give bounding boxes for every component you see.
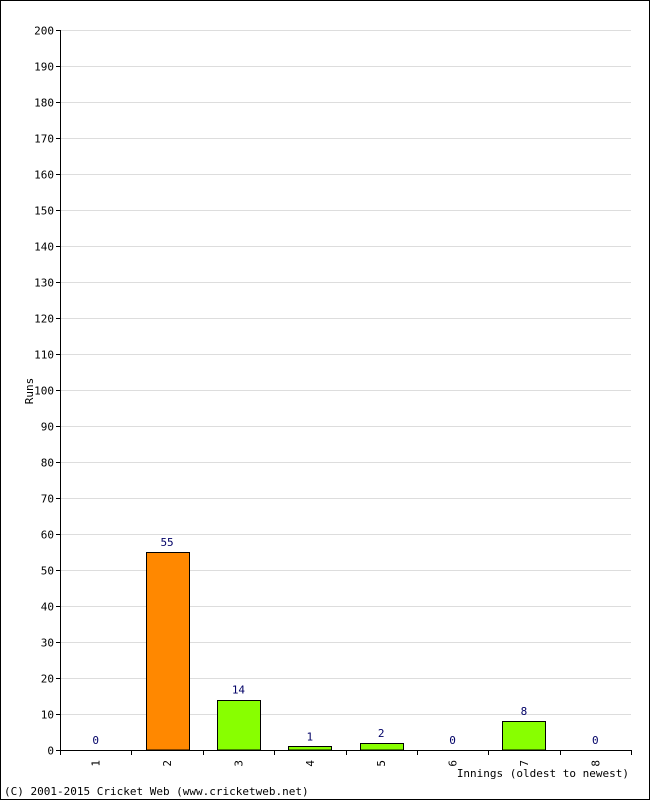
x-tick-label: 7 xyxy=(518,760,531,767)
y-tick-label: 150 xyxy=(34,205,54,218)
data-label-5: 2 xyxy=(378,727,385,740)
y-tick-label: 70 xyxy=(41,493,54,506)
y-tick-label: 40 xyxy=(41,601,54,614)
y-tick-label: 0 xyxy=(47,745,54,758)
bars xyxy=(146,552,546,751)
y-tick-label: 160 xyxy=(34,169,54,182)
y-tick-label: 190 xyxy=(34,61,54,74)
bar-2 xyxy=(146,552,190,751)
y-tick-label: 200 xyxy=(34,25,54,38)
data-label-6: 0 xyxy=(449,734,456,747)
data-label-1: 0 xyxy=(92,734,99,747)
x-tick-label: 2 xyxy=(161,760,174,767)
data-label-8: 0 xyxy=(592,734,599,747)
y-tick-label: 100 xyxy=(34,385,54,398)
x-axis-label: Innings (oldest to newest) xyxy=(457,767,629,780)
y-tick-label: 50 xyxy=(41,565,54,578)
y-tick-label: 180 xyxy=(34,97,54,110)
data-labels: 0 55 14 1 2 0 8 0 xyxy=(92,536,598,747)
bar-5 xyxy=(360,743,404,751)
x-tick-label: 4 xyxy=(304,760,317,767)
bar-3 xyxy=(217,700,261,751)
data-label-3: 14 xyxy=(232,684,246,697)
x-tick-label: 8 xyxy=(589,760,602,767)
y-tick-label: 90 xyxy=(41,421,54,434)
y-axis-label: Runs xyxy=(23,378,36,405)
y-tick-label: 10 xyxy=(41,709,54,722)
y-tick-label: 30 xyxy=(41,637,54,650)
y-axis-ticks: 0 10 20 30 40 50 60 70 80 90 100 110 120 130 140 150 160… xyxy=(34,25,60,758)
data-label-2: 55 xyxy=(160,536,173,549)
x-tick-label: 1 xyxy=(90,760,103,767)
y-tick-label: 80 xyxy=(41,457,54,470)
x-tick-label: 6 xyxy=(447,760,460,767)
gridlines xyxy=(60,30,631,751)
y-tick-label: 60 xyxy=(41,529,54,542)
y-tick-label: 140 xyxy=(34,241,54,254)
data-label-4: 1 xyxy=(307,730,314,743)
axes xyxy=(60,30,631,751)
copyright-notice: (C) 2001-2015 Cricket Web (www.cricketwe… xyxy=(4,785,309,798)
y-tick-label: 170 xyxy=(34,133,54,146)
data-label-7: 8 xyxy=(521,705,528,718)
y-tick-label: 120 xyxy=(34,313,54,326)
y-tick-label: 110 xyxy=(34,349,54,362)
bar-7 xyxy=(502,721,546,751)
x-tick-label: 3 xyxy=(232,760,245,767)
x-tick-label: 5 xyxy=(375,760,388,767)
x-axis-ticks: 1 2 3 4 5 6 7 8 xyxy=(60,750,632,767)
bar-4 xyxy=(288,746,332,751)
y-tick-label: 20 xyxy=(41,673,54,686)
y-tick-label: 130 xyxy=(34,277,54,290)
